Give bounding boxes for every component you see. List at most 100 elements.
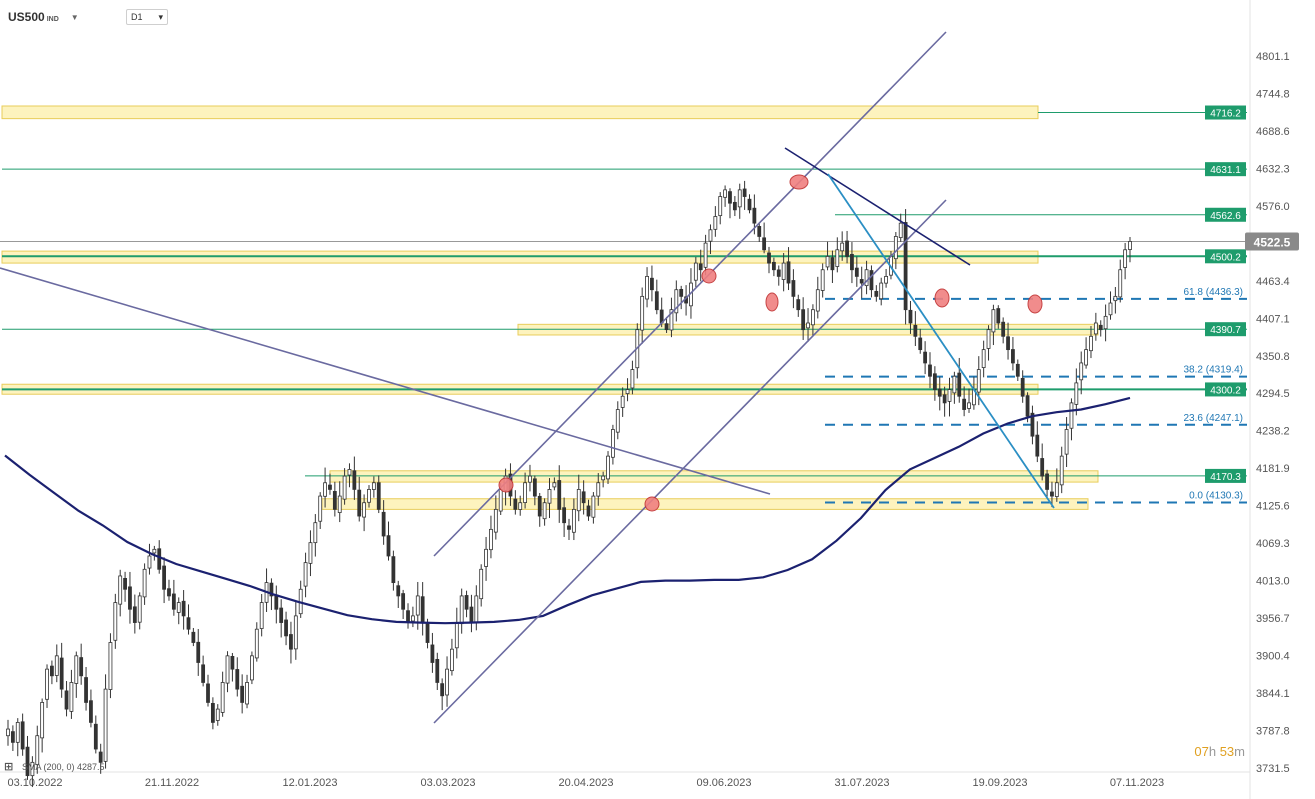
candle-body (235, 669, 240, 690)
candle-body (562, 507, 567, 524)
candle-body (932, 373, 937, 390)
countdown-minutes-unit: m (1234, 744, 1245, 759)
candle-body (50, 665, 54, 677)
sma-indicator-label: SMA (200, 0) 4287.5 (22, 762, 105, 772)
candle-body (1006, 336, 1010, 351)
candle-body (1054, 482, 1059, 497)
candle-body (1015, 363, 1020, 377)
price-level-badge (1205, 382, 1246, 397)
candle-body (864, 269, 869, 287)
candle-body (142, 568, 147, 598)
candle-body (825, 256, 830, 268)
candle-body (601, 475, 606, 481)
candle-body (806, 322, 810, 329)
candle-body (679, 288, 684, 297)
candle-body (1074, 382, 1079, 405)
price-level-badge (1205, 207, 1246, 222)
candle-body (728, 191, 732, 204)
candle-body (259, 602, 264, 629)
candle-body (84, 677, 88, 703)
candle-body (1093, 322, 1098, 335)
candle-body (181, 600, 186, 617)
symbol-dropdown-icon[interactable]: ▼ (70, 12, 79, 22)
candle-body (757, 226, 762, 237)
candle-body (1108, 302, 1113, 316)
candle-body (245, 682, 249, 705)
candle-body (1079, 362, 1084, 381)
channel-lower-line (433, 199, 947, 724)
y-tick-label: 3844.1 (1256, 688, 1290, 700)
trendline-descending-long (0, 267, 771, 495)
candle-body (557, 480, 562, 510)
fib-level-label: 61.8 (4436.3) (1184, 287, 1244, 298)
candle-body (693, 262, 698, 281)
candle-body (532, 478, 537, 497)
y-tick-label: 4294.5 (1256, 388, 1290, 400)
candle-body (840, 242, 845, 252)
candle-body (567, 525, 571, 530)
candle-body (25, 746, 30, 777)
timeframe-dropdown-icon: ▾ (158, 11, 163, 22)
candle-body (571, 508, 576, 533)
fib-level-label: 23.6 (4247.1) (1184, 413, 1244, 424)
support-resistance-zone (321, 498, 1089, 510)
candle-body (406, 610, 410, 623)
channel-upper-line (433, 31, 947, 557)
price-level-label: 4562.6 (1210, 211, 1241, 222)
support-resistance-zone (1, 105, 1039, 120)
candle-body (64, 690, 69, 710)
y-tick-label: 4407.1 (1256, 313, 1290, 325)
candle-body (450, 648, 454, 672)
candle-body (762, 237, 767, 251)
candle-body (518, 502, 523, 510)
candle-body (15, 722, 20, 743)
candle-body (1103, 315, 1108, 330)
candle-body (737, 189, 742, 208)
candle-body (586, 505, 591, 517)
trendline-blue-down (827, 173, 1055, 509)
candle-body (108, 642, 113, 690)
candle-body (986, 329, 991, 349)
candle-body (342, 475, 347, 500)
candle-body (742, 188, 747, 197)
candle-body (835, 249, 840, 267)
candle-body (445, 668, 449, 696)
candle-body (786, 261, 791, 284)
candle-body (947, 389, 952, 402)
price-level-label: 4390.7 (1210, 325, 1241, 336)
candle-body (645, 276, 649, 300)
candle-body (254, 628, 259, 659)
candle-body (952, 375, 957, 394)
candle-body (923, 351, 928, 364)
candle-body (542, 502, 547, 520)
support-resistance-zone (329, 470, 1099, 483)
x-tick-label: 19.09.2023 (972, 777, 1027, 789)
candle-body (576, 489, 581, 512)
candle-body (376, 482, 381, 510)
candle-body (225, 655, 230, 684)
candle-body (996, 308, 1001, 324)
candle-body (74, 655, 79, 684)
candle-body (45, 668, 49, 700)
candle-body (196, 641, 201, 663)
candle-body (850, 253, 854, 271)
candle-body (493, 508, 498, 533)
candle-body (313, 522, 318, 544)
candle-body (669, 309, 674, 331)
candle-body (59, 657, 64, 690)
candle-body (581, 491, 586, 504)
symbol-name[interactable]: US500 IND (8, 10, 59, 24)
candle-body (1011, 349, 1015, 364)
timeframe-select[interactable]: D1 ▾ (126, 9, 168, 25)
candle-body (69, 682, 74, 712)
candle-body (162, 565, 167, 590)
candle-body (820, 269, 825, 291)
candle-body (752, 207, 757, 224)
candle-body (767, 252, 771, 264)
candle-body (981, 349, 986, 368)
candle-body (459, 595, 464, 625)
candle-body (40, 702, 45, 739)
candle-body (118, 575, 123, 605)
candle-body (498, 489, 503, 512)
